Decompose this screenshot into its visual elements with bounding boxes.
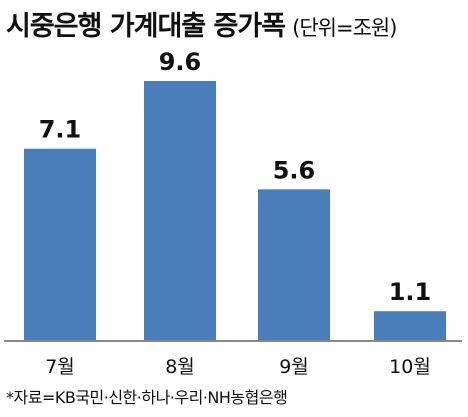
bar-3	[258, 189, 330, 341]
chart-title: 시중은행 가계대출 증가폭 (단위=조원)	[6, 4, 397, 43]
chart-unit-label: (단위=조원)	[292, 16, 397, 40]
value-label-3: 5.6	[273, 156, 316, 184]
x-tick-label-3: 9월	[279, 356, 309, 378]
x-tick-label-4: 10월	[389, 356, 431, 378]
bar-4	[374, 311, 446, 341]
x-tick-label-1: 7월	[45, 356, 75, 378]
bar-1	[24, 148, 96, 341]
chart-title-main: 시중은행 가계대출 증가폭	[6, 11, 286, 42]
x-tick-label-2: 8월	[165, 356, 195, 378]
bar-2	[144, 81, 216, 341]
value-label-4: 1.1	[389, 278, 432, 306]
source-note: *자료=KB국민·신한·하나·우리·NH농협은행	[6, 388, 288, 407]
value-label-2: 9.6	[159, 48, 202, 76]
value-label-1: 7.1	[39, 116, 82, 144]
